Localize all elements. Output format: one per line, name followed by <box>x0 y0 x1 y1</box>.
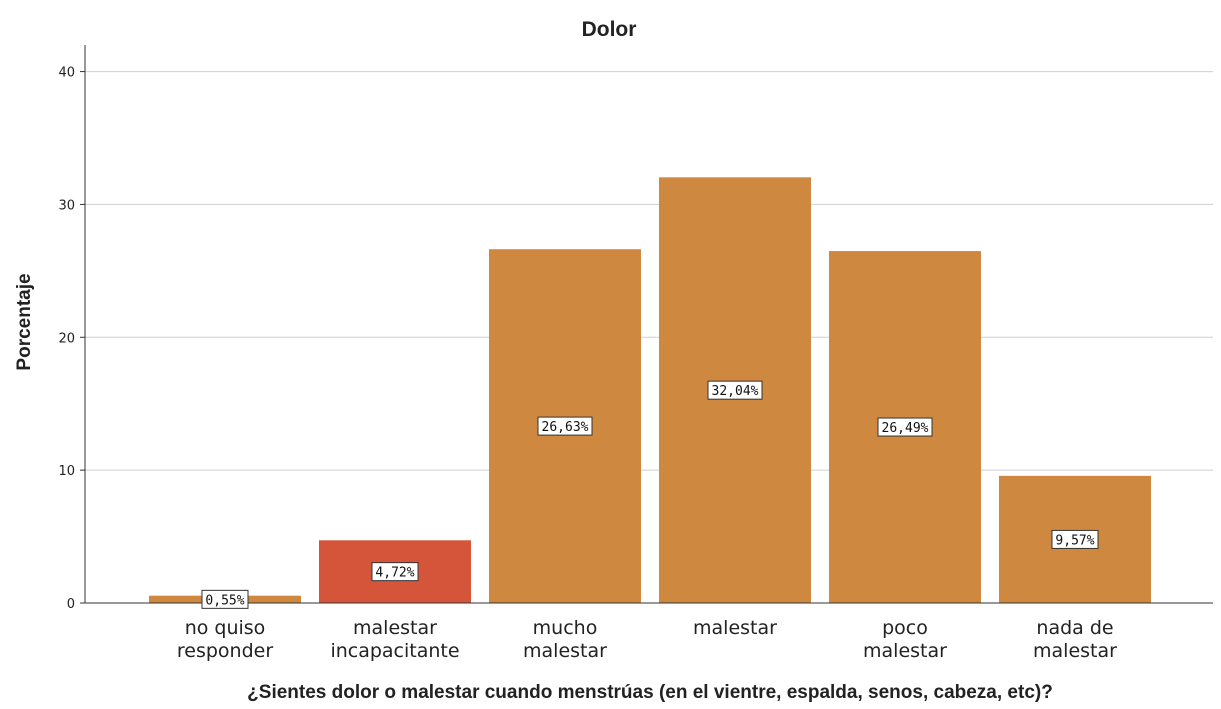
x-tick-label: malestar incapacitante <box>330 617 459 662</box>
chart-title: Dolor <box>582 18 637 41</box>
data-label: 9,57% <box>1051 529 1099 549</box>
data-label: 4,72% <box>371 562 419 582</box>
data-label: 26,63% <box>537 416 593 436</box>
x-tick-label: no quiso responder <box>177 617 273 662</box>
x-tick-label: nada de malestar <box>1033 617 1117 662</box>
data-labels: 0,55% 4,72% 26,63% 32,04% 26,49% 9,57% <box>201 380 1099 609</box>
data-label: 32,04% <box>707 380 763 400</box>
y-tick-label: 20 <box>58 331 75 346</box>
x-tick-label: mucho malestar <box>523 617 607 662</box>
x-axis-title: ¿Sientes dolor o malestar cuando menstrú… <box>247 682 1053 703</box>
data-label: 26,49% <box>877 417 933 437</box>
y-tick-label: 30 <box>58 198 75 213</box>
data-label: 0,55% <box>201 589 249 609</box>
y-axis-title: Porcentaje <box>14 273 35 370</box>
y-tick-label: 0 <box>67 597 75 612</box>
axes: 0 10 20 30 40 no quiso responder malestar incapa… <box>58 45 1213 662</box>
svg-text:26,63%: 26,63% <box>542 420 589 435</box>
x-tick-label: poco malestar <box>863 617 947 662</box>
svg-text:26,49%: 26,49% <box>882 421 929 436</box>
svg-text:32,04%: 32,04% <box>712 384 759 399</box>
y-tick-label: 10 <box>58 464 75 479</box>
gridlines <box>85 71 1213 471</box>
y-tick-label: 40 <box>58 66 75 81</box>
bars <box>149 177 1151 604</box>
svg-text:0,55%: 0,55% <box>205 593 244 608</box>
x-tick-label: malestar <box>693 617 777 639</box>
svg-text:4,72%: 4,72% <box>375 566 414 581</box>
svg-text:9,57%: 9,57% <box>1055 533 1094 548</box>
